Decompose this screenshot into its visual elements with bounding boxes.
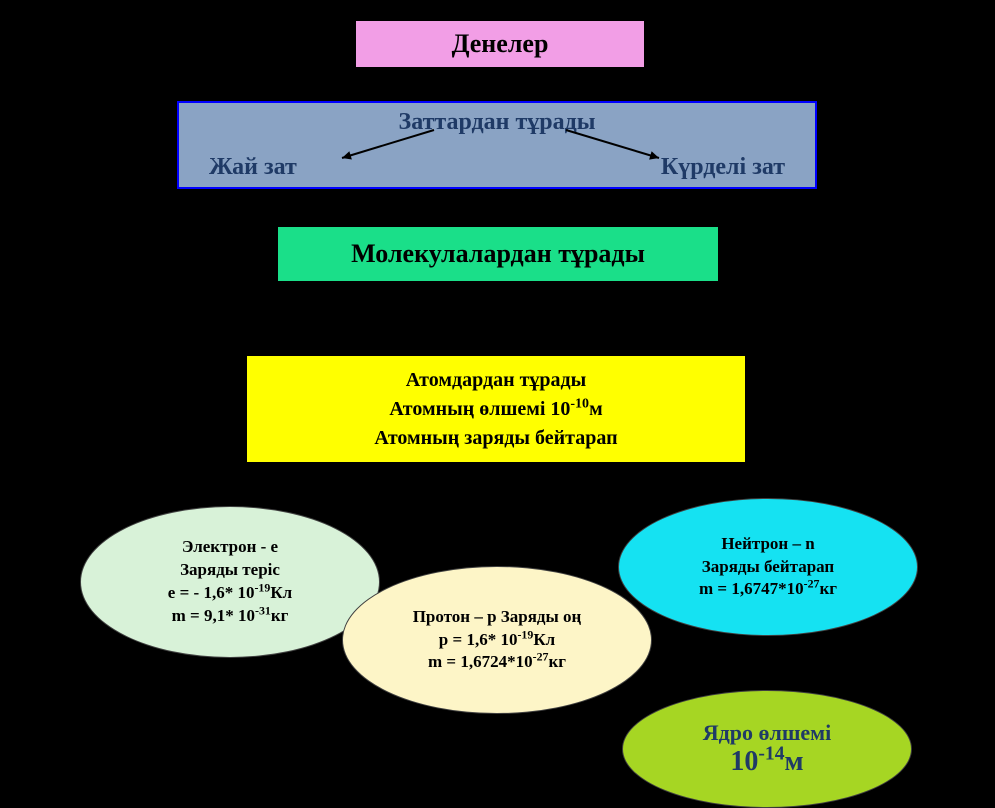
proton-ellipse: Протон – p Заряды оңp = 1,6* 10-19Клm = … [342,566,652,714]
electron-line: e = - 1,6* 10-19Кл [168,582,292,605]
substances-box: Заттардан тұрады Жай зат Күрделі зат [177,101,817,189]
electron-line: Заряды теріс [180,559,280,582]
neutron-line: Заряды бейтарап [702,556,834,579]
nucleus-val-post: м [785,746,804,777]
atoms-line1: Атомдардан тұрады [406,369,587,392]
nucleus-ellipse: Ядро өлшемі 10-14м [622,690,912,808]
nucleus-value: 10-14м [730,746,803,778]
atoms-line3: Атомның заряды бейтарап [374,427,617,450]
atoms-box: Атомдардан тұрады Атомның өлшемі 10-10м … [246,355,746,463]
neutron-line: m = 1,6747*10-27кг [699,578,837,601]
atoms-line2: Атомның өлшемі 10-10м [389,398,602,421]
title-text: Денелер [452,29,549,59]
atoms-line2-pre: Атомның өлшемі 10 [389,398,570,420]
proton-line: Протон – p Заряды оң [413,606,582,629]
neutron-line: Нейтрон – n [721,533,814,556]
proton-line: m = 1,6724*10-27кг [428,651,566,674]
atoms-line2-sup: -10 [570,396,589,411]
nucleus-title: Ядро өлшемі [703,720,832,746]
nucleus-val-pre: 10 [730,746,758,777]
substances-left: Жай зат [209,154,297,181]
proton-line: p = 1,6* 10-19Кл [439,629,555,652]
title-box: Денелер [355,20,645,68]
substances-right: Күрделі зат [661,154,785,181]
electron-line: m = 9,1* 10-31кг [172,605,289,628]
atoms-line2-post: м [589,398,603,420]
substances-title: Заттардан тұрады [399,109,596,136]
electron-ellipse: Электрон - eЗаряды терісe = - 1,6* 10-19… [80,506,380,658]
electron-line: Электрон - e [182,536,278,559]
nucleus-val-sup: -14 [758,744,784,765]
neutron-ellipse: Нейтрон – nЗаряды бейтарапm = 1,6747*10-… [618,498,918,636]
molecules-text: Молекулалардан тұрады [351,239,645,269]
molecules-box: Молекулалардан тұрады [278,227,718,281]
